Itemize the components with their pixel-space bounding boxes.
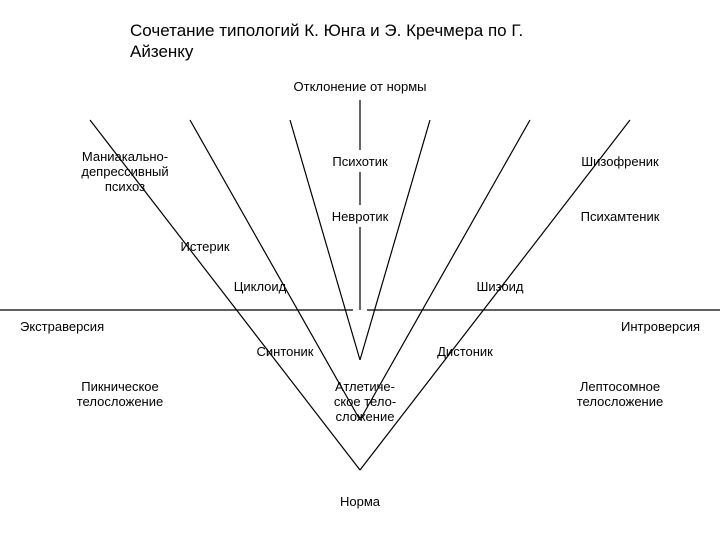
label-extraversion: Экстраверсия: [20, 320, 140, 335]
label-picnic-body: Пикническое телосложение: [55, 380, 185, 410]
label-histeric: Истерик: [155, 240, 255, 255]
label-shizoid: Шизоид: [450, 280, 550, 295]
label-distonic: Дистоник: [415, 345, 515, 360]
label-cycloid: Циклоид: [210, 280, 310, 295]
label-neurotic: Невротик: [310, 210, 410, 225]
label-psychasthenic: Психамтеник: [560, 210, 680, 225]
label-psychotic: Психотик: [310, 155, 410, 170]
label-introversion: Интроверсия: [590, 320, 700, 335]
diagram-canvas: Сочетание типологий К. Юнга и Э. Кречмер…: [0, 0, 720, 540]
label-leptosom-body: Лептосомное телосложение: [555, 380, 685, 410]
label-schizophrenic: Шизофреник: [560, 155, 680, 170]
label-athletic-body: Атлетиче- ское тело- сложение: [320, 380, 410, 425]
label-bottom-axis: Норма: [320, 495, 400, 510]
label-top-axis: Отклонение от нормы: [260, 80, 460, 95]
label-syntonic: Синтоник: [235, 345, 335, 360]
label-manic-depressive: Маниакально- депрессивный психоз: [60, 150, 190, 195]
